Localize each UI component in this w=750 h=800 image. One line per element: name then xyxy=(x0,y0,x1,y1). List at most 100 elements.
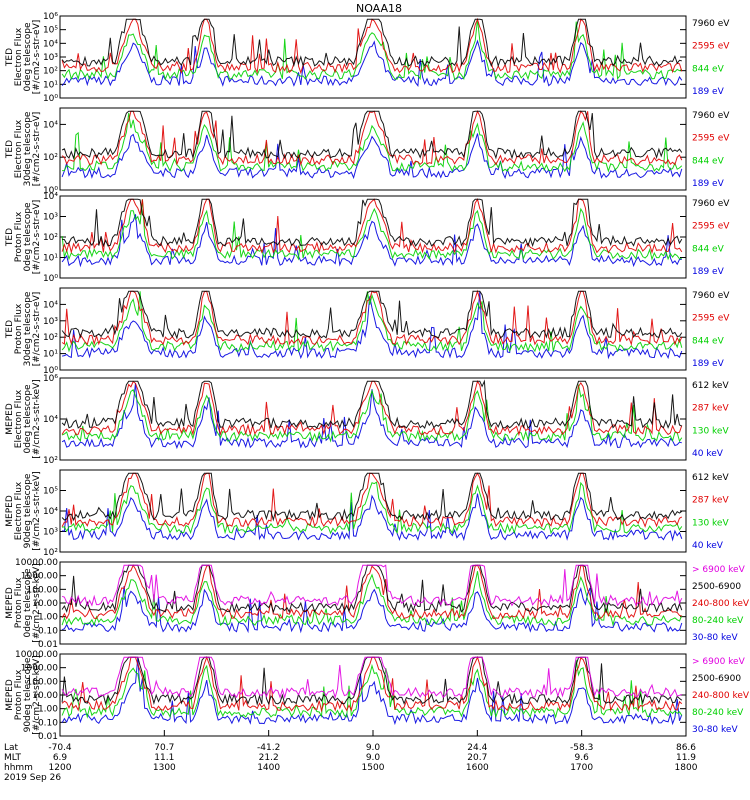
y-tick-label: 0.10 xyxy=(38,626,58,636)
x-tick-label-hhmm: 1800 xyxy=(675,763,698,773)
series-trace xyxy=(61,384,683,443)
y-tick-label: 10⁶ xyxy=(43,374,58,384)
legend-entry: 80-240 keV xyxy=(692,708,744,718)
y-axis-label-line: Electron Flux xyxy=(14,481,24,540)
series-trace xyxy=(61,109,683,167)
series-trace xyxy=(62,198,683,248)
legend-entry: 2500-6900 xyxy=(692,582,741,592)
y-axis-label-line: [#/cm2-s-str-keV] xyxy=(32,379,42,458)
series-trace xyxy=(61,291,683,353)
y-axis-label-line: 0deg telescope xyxy=(23,202,33,272)
y-tick-label: 10.00 xyxy=(32,599,58,609)
x-tick-label-lat: 86.6 xyxy=(676,743,696,753)
legend-entry: 7960 eV xyxy=(692,291,730,301)
panel-4: 10⁰ 10¹ 10² 10³ 10⁴ TED Proton Flux 30deg teles… xyxy=(5,287,730,376)
y-axis-label-line: 0deg telescope xyxy=(23,22,33,92)
y-tick-label: 0.01 xyxy=(38,640,58,650)
y-tick-label: 10² xyxy=(43,153,58,163)
series-trace xyxy=(62,112,683,173)
panel-frame xyxy=(59,561,687,645)
y-tick-label: 10⁴ xyxy=(43,507,58,517)
legend-entry: 240-800 keV xyxy=(692,599,750,609)
x-tick-label-hhmm: 1200 xyxy=(49,763,72,773)
series-trace xyxy=(61,659,683,719)
y-tick-label: 10⁰ xyxy=(43,186,58,196)
legend-entry: 30-80 keV xyxy=(692,633,738,643)
series-trace xyxy=(61,472,683,522)
series-trace xyxy=(61,481,683,535)
x-tick-label-lat: -58.3 xyxy=(570,743,593,753)
legend-entry: 130 keV xyxy=(692,426,729,436)
y-tick-label: 10⁴ xyxy=(43,120,58,130)
legend-entry: > 6900 keV xyxy=(692,565,746,575)
x-tick-label-mlt: 21.2 xyxy=(259,753,279,763)
y-axis-label-line: 0deg telescope xyxy=(23,384,33,454)
panel-frame xyxy=(59,653,687,737)
x-axis-row-label: hhmm xyxy=(4,763,33,773)
legend-entry: 2595 eV xyxy=(692,314,730,324)
y-tick-label: 10⁴ xyxy=(43,415,58,425)
y-tick-label: 10³ xyxy=(43,317,58,327)
y-tick-label: 10⁴ xyxy=(43,192,58,202)
y-axis-label-line: Proton Flux xyxy=(14,669,24,720)
x-tick-label-lat: 9.0 xyxy=(366,743,381,753)
panel-2: 10⁰ 10² 10⁴ TED Electron Flux 30deg telescope… xyxy=(5,107,730,196)
legend-entry: 844 eV xyxy=(692,64,725,74)
y-tick-label: 10² xyxy=(43,67,58,77)
x-tick-label-mlt: 11.1 xyxy=(154,753,174,763)
panel-8: 0.01 0.10 1.00 10.00 100.00 1000.00 10000.00 ME… xyxy=(5,650,750,742)
x-tick-label-lat: -70.4 xyxy=(48,743,72,753)
legend-entry: 7960 eV xyxy=(692,19,730,29)
legend-entry: 40 keV xyxy=(692,541,724,551)
x-tick-label-lat: -41.2 xyxy=(257,743,280,753)
legend-entry: 612 keV xyxy=(692,381,729,391)
y-axis-label-line: Electron Flux xyxy=(14,119,24,178)
panel-frame xyxy=(59,287,687,371)
y-axis-label-line: [#/cm2-s-str-eV] xyxy=(32,20,42,95)
y-tick-label: 10³ xyxy=(43,213,58,223)
panel-1: 10⁰ 10¹ 10² 10³ 10⁴ 10⁵ 10⁶ TED Electron Flux 0de… xyxy=(5,12,730,104)
x-axis-row-label: MLT xyxy=(4,753,22,763)
legend-entry: 844 eV xyxy=(692,336,725,346)
legend-entry: 40 keV xyxy=(692,449,724,459)
x-tick-label-hhmm: 1400 xyxy=(257,763,280,773)
y-tick-label: 10⁴ xyxy=(43,300,58,310)
y-tick-label: 10² xyxy=(43,548,58,558)
y-axis-label-line: TED xyxy=(5,320,15,339)
y-axis-label-line: 30deg telescope xyxy=(23,111,33,186)
x-tick-label-lat: 70.7 xyxy=(154,743,174,753)
panel-frame xyxy=(59,469,687,553)
x-tick-label-hhmm: 1300 xyxy=(153,763,176,773)
x-tick-label-mlt: 20.7 xyxy=(467,753,487,763)
y-tick-label: 0.10 xyxy=(38,718,58,728)
y-axis-label-line: TED xyxy=(5,48,15,67)
x-tick-label-mlt: 9.0 xyxy=(366,753,381,763)
legend-entry: 287 keV xyxy=(692,404,729,414)
panel-frame xyxy=(59,107,687,191)
x-tick-label-hhmm: 1500 xyxy=(362,763,385,773)
y-axis-label-line: 90deg telescope xyxy=(23,657,33,732)
legend-entry: 2500-6900 xyxy=(692,674,741,684)
legend-entry: 189 eV xyxy=(692,179,725,189)
y-tick-label: 10³ xyxy=(43,53,58,63)
y-tick-label: 1.00 xyxy=(38,705,58,715)
legend-entry: 2595 eV xyxy=(692,134,730,144)
legend-entry: 7960 eV xyxy=(692,111,730,121)
y-axis-label-line: Proton Flux xyxy=(14,303,24,354)
legend-entry: 2595 eV xyxy=(692,222,730,232)
y-tick-label: 1.00 xyxy=(38,613,58,623)
x-tick-label-mlt: 9.6 xyxy=(575,753,590,763)
y-tick-label: 10⁰ xyxy=(43,274,58,284)
legend-entry: 240-800 keV xyxy=(692,691,750,701)
legend-entry: 189 eV xyxy=(692,359,725,369)
y-axis-label-line: [#/cm2-s-str-eV] xyxy=(32,292,42,367)
y-tick-label: 10⁰ xyxy=(43,94,58,104)
y-axis-label-line: 30deg telescope xyxy=(23,291,33,366)
x-tick-label-mlt: 11.9 xyxy=(676,753,696,763)
y-axis-label-line: [#/cm2-s-str-keV] xyxy=(32,655,42,734)
y-axis-label-line: [#/cm2-s-str-keV] xyxy=(32,471,42,550)
y-tick-label: 10¹ xyxy=(43,80,58,90)
y-tick-label: 10¹ xyxy=(43,254,58,264)
y-tick-label: 10⁶ xyxy=(43,12,58,22)
